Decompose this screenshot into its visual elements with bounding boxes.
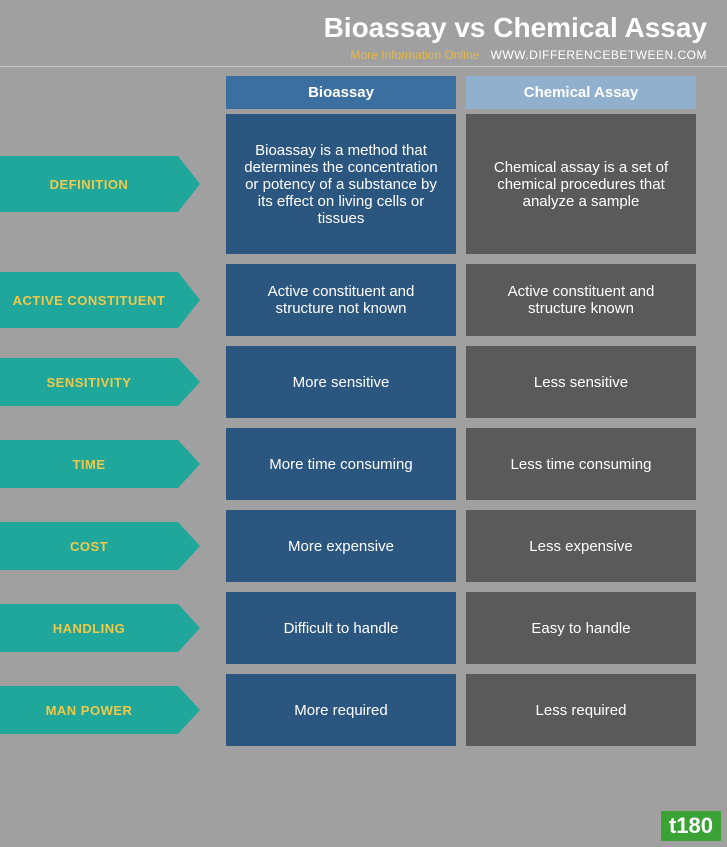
arrow-tip-icon [178,272,200,328]
chemical-cell: Chemical assay is a set of chemical proc… [466,114,696,254]
arrow-tip-icon [178,156,200,212]
category-arrow: MAN POWER [0,686,200,734]
bioassay-cell: Active constituent and structure not kno… [226,264,456,336]
chemical-cell: Less time consuming [466,428,696,500]
comparison-row: TIME More time consumingLess time consumi… [0,428,727,500]
category-label: ACTIVE CONSTITUENT [0,272,178,328]
arrow-tip-icon [178,686,200,734]
arrow-tip-icon [178,358,200,406]
arrow-tip-icon [178,522,200,570]
column-header-bioassay: Bioassay [226,76,456,109]
arrow-tip-icon [178,604,200,652]
watermark-badge: t180 [661,811,721,841]
subheader: More Information Online WWW.DIFFERENCEBE… [350,48,707,62]
comparison-row: SENSITIVITY More sensitiveLess sensitive [0,346,727,418]
comparison-row: MAN POWER More requiredLess required [0,674,727,746]
bioassay-cell: More expensive [226,510,456,582]
chemical-cell: Less required [466,674,696,746]
category-label: DEFINITION [0,156,178,212]
bioassay-cell: More sensitive [226,346,456,418]
comparison-row: COST More expensiveLess expensive [0,510,727,582]
chemical-cell: Less expensive [466,510,696,582]
comparison-row: ACTIVE CONSTITUENT Active constituent and… [0,264,727,336]
more-info-label: More Information Online [350,48,479,62]
category-label: HANDLING [0,604,178,652]
category-arrow: ACTIVE CONSTITUENT [0,272,200,328]
arrow-tip-icon [178,440,200,488]
bioassay-cell: More required [226,674,456,746]
category-label: SENSITIVITY [0,358,178,406]
category-arrow: TIME [0,440,200,488]
chemical-cell: Easy to handle [466,592,696,664]
category-label: COST [0,522,178,570]
header-divider [0,66,727,67]
category-label: MAN POWER [0,686,178,734]
chemical-cell: Less sensitive [466,346,696,418]
chemical-cell: Active constituent and structure known [466,264,696,336]
page-title: Bioassay vs Chemical Assay [324,12,707,44]
bioassay-cell: More time consuming [226,428,456,500]
source-url: WWW.DIFFERENCEBETWEEN.COM [491,48,708,62]
category-arrow: HANDLING [0,604,200,652]
comparison-row: DEFINITION Bioassay is a method that dete… [0,114,727,254]
comparison-row: HANDLING Difficult to handleEasy to handl… [0,592,727,664]
infographic-canvas: Bioassay vs Chemical Assay More Informat… [0,0,727,847]
bioassay-cell: Difficult to handle [226,592,456,664]
category-arrow: DEFINITION [0,156,200,212]
column-header-chemical: Chemical Assay [466,76,696,109]
category-arrow: COST [0,522,200,570]
category-label: TIME [0,440,178,488]
category-arrow: SENSITIVITY [0,358,200,406]
bioassay-cell: Bioassay is a method that determines the… [226,114,456,254]
